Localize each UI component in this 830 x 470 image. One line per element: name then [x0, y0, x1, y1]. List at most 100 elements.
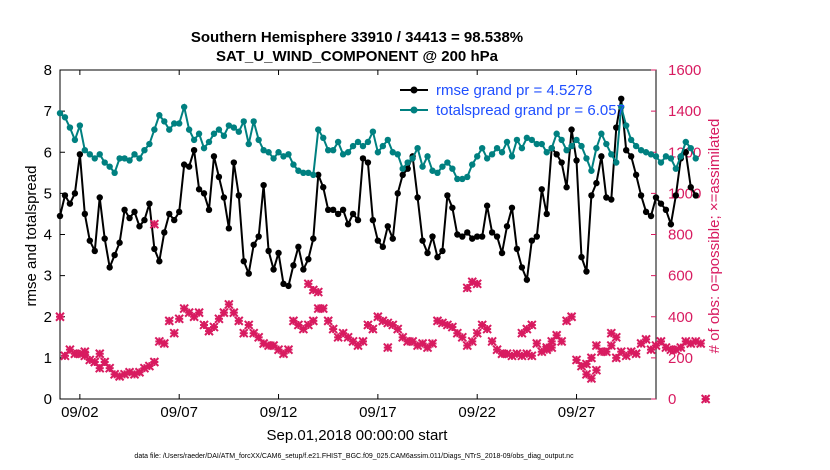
- obs-assimilated-point: [55, 312, 65, 322]
- rmse-point: [131, 208, 138, 216]
- obs-assimilated-point: [219, 307, 229, 318]
- totalspread-point: [687, 144, 694, 152]
- rmse-point: [91, 247, 98, 255]
- obs-assimilated-point: [527, 351, 537, 361]
- rmse-point: [295, 243, 302, 251]
- obs-assimilated-point: [95, 349, 105, 359]
- obs-assimilated-point: [328, 324, 338, 334]
- rmse-point: [101, 235, 108, 242]
- rmse-point: [384, 223, 391, 230]
- rmse-point: [657, 200, 665, 207]
- rmse-point: [265, 247, 272, 255]
- totalspread-point: [329, 146, 337, 154]
- totalspread-point: [459, 175, 466, 183]
- totalspread-point: [339, 151, 347, 158]
- rmse-point: [310, 235, 317, 242]
- chart-title: Southern Hemisphere 33910 / 34413 = 98.5…: [191, 29, 523, 46]
- rmse-point: [469, 235, 476, 242]
- x-tick-label: 09/02: [61, 404, 99, 421]
- rmse-point: [235, 192, 242, 199]
- rmse-point: [151, 245, 158, 253]
- totalspread-point: [449, 165, 456, 172]
- obs-assimilated-point: [566, 312, 577, 322]
- totalspread-point: [171, 120, 178, 127]
- left-axis-ticks: 0 1 2 3 4 5 6 7 8: [44, 62, 65, 408]
- rmse-point: [483, 202, 491, 209]
- totalspread-point: [290, 161, 297, 168]
- obs-assimilated-point: [606, 340, 617, 351]
- obs-assimilated-point: [80, 346, 90, 357]
- totalspread-point: [404, 159, 411, 166]
- rmse-point: [528, 237, 536, 244]
- totalspread-point: [379, 142, 387, 150]
- y-tick-label: 1: [44, 350, 52, 367]
- totalspread-point: [91, 155, 98, 162]
- obs-assimilated-point: [229, 307, 239, 318]
- obs-assimilated-point: [224, 299, 234, 310]
- obs-assimilated-point: [368, 324, 378, 334]
- obs-assimilated-point: [174, 314, 184, 324]
- obs-assimilated-point: [383, 342, 393, 353]
- totalspread-point: [578, 142, 585, 150]
- totalspread-point: [295, 167, 302, 174]
- rmse-point: [111, 251, 118, 259]
- totalspread-point: [101, 159, 108, 166]
- totalspread-point: [543, 149, 550, 156]
- totalspread-point: [603, 140, 610, 148]
- rmse-point: [454, 231, 461, 238]
- totalspread-point: [126, 157, 133, 164]
- totalspread-point: [151, 126, 158, 133]
- rmse-point: [488, 229, 496, 236]
- totalspread-point: [166, 126, 173, 133]
- totalspread-point: [81, 146, 89, 154]
- totalspread-point: [548, 144, 555, 152]
- right-axis-ticks: 02004006008001000120014001600: [651, 62, 701, 408]
- rmse-point: [508, 204, 516, 211]
- rmse-point: [598, 153, 605, 160]
- totalspread-point: [399, 165, 406, 172]
- obs-assimilated-point: [318, 303, 328, 314]
- rmse-point: [245, 270, 252, 277]
- totalspread-point: [280, 153, 287, 160]
- totalspread-point: [469, 161, 476, 168]
- rmse-point: [240, 258, 247, 265]
- rmse-point: [374, 237, 382, 244]
- totalspread-point: [538, 140, 545, 148]
- rmse-point: [364, 159, 372, 166]
- rmse-point: [116, 239, 123, 246]
- totalspread-point: [285, 151, 292, 158]
- rmse-point: [200, 190, 208, 197]
- obs-assimilated-point: [467, 336, 477, 347]
- obs-assimilated-point: [651, 340, 661, 351]
- obs-assimilated-point: [164, 316, 174, 326]
- rmse-point: [325, 206, 332, 214]
- obs-assimilated-point: [417, 338, 428, 349]
- totalspread-point: [588, 167, 595, 174]
- rmse-point: [583, 268, 590, 275]
- y-tick-label: 7: [44, 103, 52, 120]
- rmse-point: [503, 223, 511, 230]
- rmse-point: [359, 155, 367, 162]
- obs-assimilated-point: [586, 353, 597, 363]
- totalspread-point: [305, 169, 312, 177]
- totalspread-point: [419, 163, 426, 170]
- rmse-point: [270, 266, 277, 273]
- rmse-point: [389, 235, 396, 242]
- rmse-point: [637, 192, 645, 199]
- rmse-point: [255, 233, 262, 240]
- rmse-point: [280, 280, 287, 288]
- rmse-point: [672, 192, 680, 199]
- rmse-point: [56, 212, 64, 220]
- totalspread-point: [354, 138, 362, 146]
- obs-assimilated-point: [527, 320, 537, 330]
- plot-area: [59, 69, 657, 400]
- totalspread-point: [334, 138, 342, 146]
- totalspread-point: [593, 144, 600, 152]
- y-right-tick-label: 600: [668, 268, 693, 285]
- obs-assimilated-point: [631, 349, 641, 359]
- totalspread-point: [553, 130, 560, 137]
- totalspread-point: [235, 128, 242, 135]
- totalspread-point: [682, 138, 689, 146]
- totalspread-point: [573, 136, 580, 144]
